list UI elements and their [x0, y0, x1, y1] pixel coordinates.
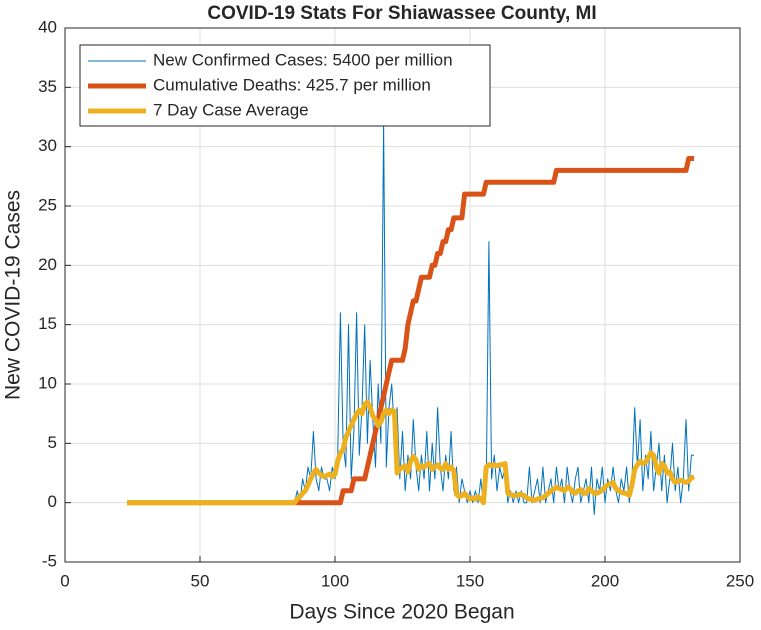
y-tick-label: 5 — [48, 433, 57, 452]
y-tick-label: 25 — [38, 195, 57, 214]
y-tick-label: 0 — [48, 492, 57, 511]
legend-label: New Confirmed Cases: 5400 per million — [153, 50, 453, 69]
chart-title: COVID-19 Stats For Shiawassee County, MI — [207, 3, 596, 24]
x-tick-label: 100 — [321, 571, 349, 590]
data-line — [127, 399, 696, 506]
legend-label: 7 Day Case Average — [153, 100, 309, 119]
x-tick-label: 50 — [191, 571, 210, 590]
x-tick-label: 200 — [591, 571, 619, 590]
y-axis-label: New COVID-19 Cases — [2, 190, 25, 400]
legend-label: Cumulative Deaths: 425.7 per million — [153, 75, 431, 94]
x-tick-label: 250 — [726, 571, 754, 590]
y-tick-label: 30 — [38, 136, 57, 155]
y-tick-label: 35 — [38, 77, 57, 96]
y-tick-label: 40 — [38, 17, 57, 36]
y-tick-label: 20 — [38, 255, 57, 274]
y-tick-label: -5 — [42, 551, 57, 570]
legend-box — [79, 44, 491, 127]
x-tick-label: 0 — [60, 571, 69, 590]
y-tick-label: 15 — [38, 314, 57, 333]
x-axis-label: Days Since 2020 Began — [289, 601, 514, 624]
y-tick-label: 10 — [38, 373, 57, 392]
plot-frame — [64, 27, 741, 563]
x-tick-label: 150 — [456, 571, 484, 590]
